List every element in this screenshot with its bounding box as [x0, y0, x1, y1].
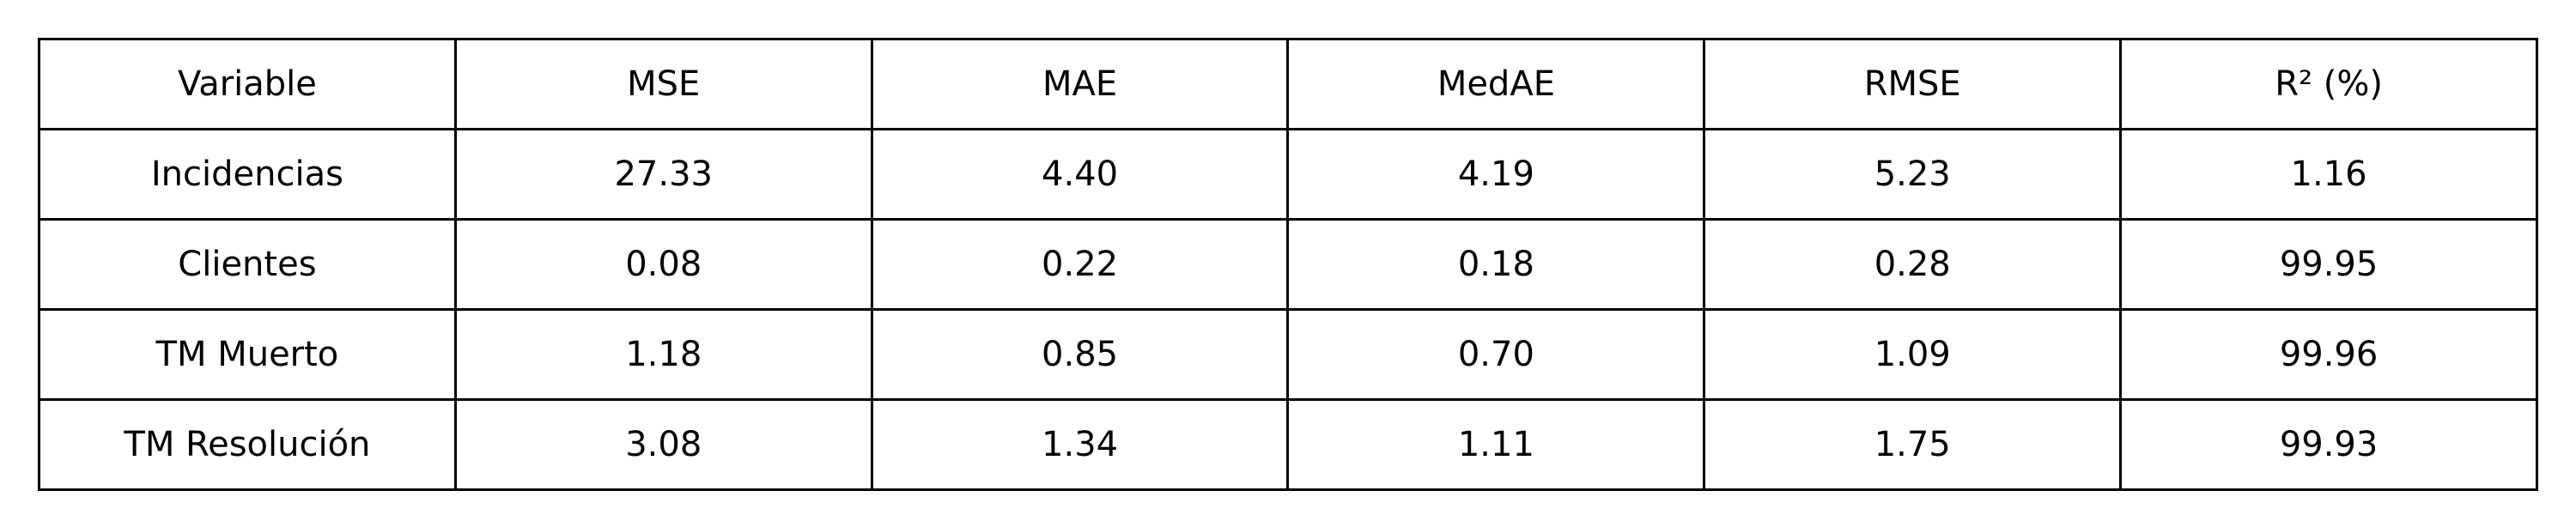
table-cell: 0.22	[870, 218, 1290, 311]
table-row: Clientes 0.08 0.22 0.18 0.28 99.95	[38, 218, 2538, 311]
table-cell: Incidencias	[38, 128, 457, 221]
table-cell: 1.75	[1703, 398, 2123, 491]
table-cell: 3.08	[453, 398, 873, 491]
table-cell: 5.23	[1703, 128, 2123, 221]
table-cell: 1.34	[870, 398, 1290, 491]
table-cell: 0.08	[453, 218, 873, 311]
table-row: TM Resolución 3.08 1.34 1.11 1.75 99.93	[38, 398, 2538, 491]
table-row: Incidencias 27.33 4.40 4.19 5.23 1.16	[38, 128, 2538, 221]
table-cell: 4.40	[870, 128, 1290, 221]
metrics-table: Variable MSE MAE MedAE RMSE R² (%) Incid…	[38, 38, 2538, 491]
table-cell: 1.09	[1703, 308, 2123, 401]
table-cell: 1.16	[2119, 128, 2538, 221]
header-mae: MAE	[870, 38, 1290, 130]
table-cell: 99.96	[2119, 308, 2538, 401]
metrics-table-container: Variable MSE MAE MedAE RMSE R² (%) Incid…	[38, 38, 2538, 491]
table-cell: 4.19	[1286, 128, 1706, 221]
table-cell: 99.93	[2119, 398, 2538, 491]
header-mse: MSE	[453, 38, 873, 130]
table-cell: 0.70	[1286, 308, 1706, 401]
header-variable: Variable	[38, 38, 457, 130]
table-cell: TM Muerto	[38, 308, 457, 401]
table-cell: 1.18	[453, 308, 873, 401]
table-cell: 0.18	[1286, 218, 1706, 311]
header-r2: R² (%)	[2119, 38, 2538, 130]
table-cell: 1.11	[1286, 398, 1706, 491]
table-cell: 0.28	[1703, 218, 2123, 311]
table-cell: Clientes	[38, 218, 457, 311]
table-cell: 99.95	[2119, 218, 2538, 311]
header-rmse: RMSE	[1703, 38, 2123, 130]
header-medae: MedAE	[1286, 38, 1706, 130]
table-cell: 27.33	[453, 128, 873, 221]
table-row: TM Muerto 1.18 0.85 0.70 1.09 99.96	[38, 308, 2538, 401]
header-row: Variable MSE MAE MedAE RMSE R² (%)	[38, 38, 2538, 130]
table-cell: 0.85	[870, 308, 1290, 401]
table-cell: TM Resolución	[38, 398, 457, 491]
